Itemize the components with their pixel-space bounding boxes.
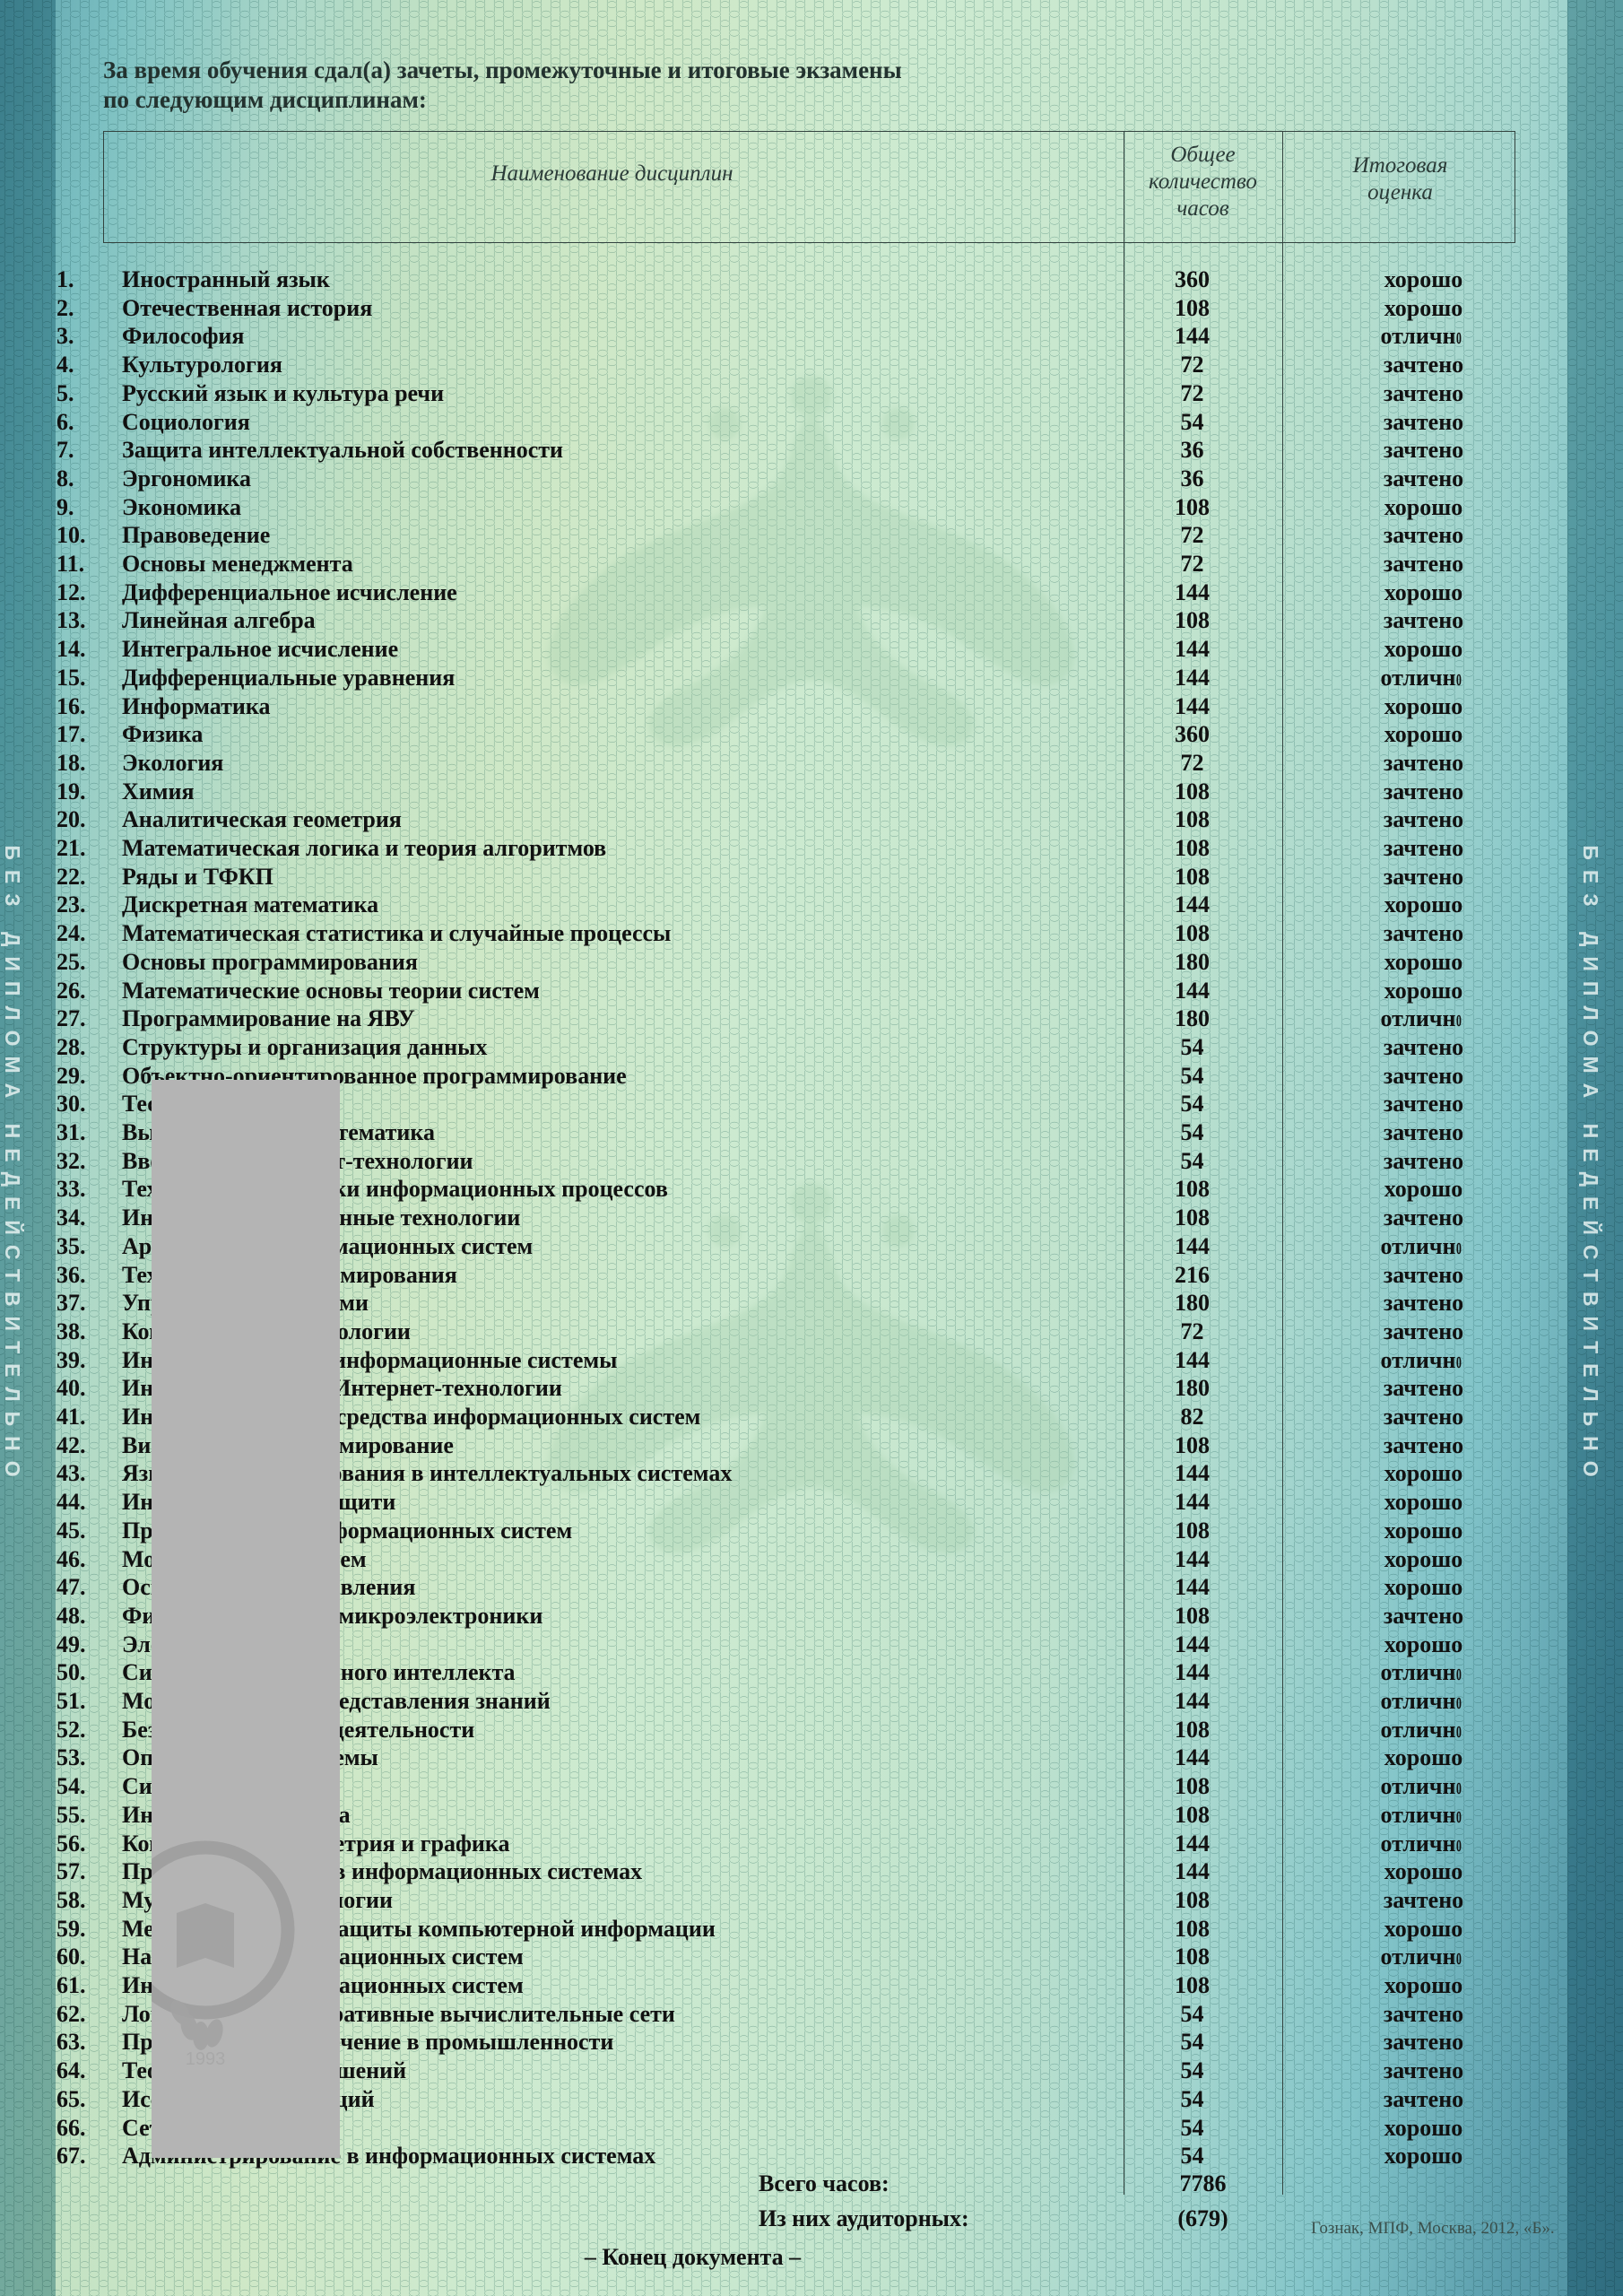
- svg-text:1993: 1993: [186, 2049, 226, 2069]
